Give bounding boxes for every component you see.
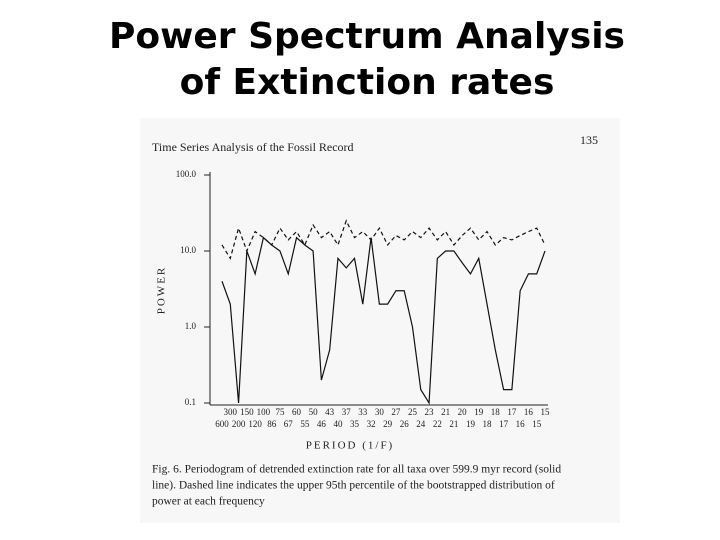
slide-title: of Extinction rates [180, 62, 555, 103]
scan-background [140, 118, 620, 523]
x-tick-label: 100 [257, 407, 271, 417]
x-tick-label: 75 [275, 407, 285, 417]
x-tick-label: 15 [541, 407, 551, 417]
chart-title: Time Series Analysis of the Fossil Recor… [152, 140, 354, 154]
x-tick-label: 21 [441, 407, 450, 417]
x-tick-label: 67 [284, 419, 294, 429]
x-tick-label: 24 [416, 419, 426, 429]
x-tick-label: 150 [240, 407, 254, 417]
x-tick-label: 25 [408, 407, 418, 417]
x-tick-label: 40 [333, 419, 343, 429]
x-axis-label: PERIOD (1/F) [306, 440, 394, 452]
x-tick-label: 18 [483, 419, 493, 429]
x-tick-label: 30 [375, 407, 385, 417]
x-tick-label: 26 [400, 419, 410, 429]
y-tick-label: 1.0 [185, 321, 197, 331]
x-tick-label: 200 [232, 419, 246, 429]
x-tick-label: 20 [458, 407, 468, 417]
x-tick-label: 55 [300, 419, 310, 429]
series-line [221, 219, 546, 260]
x-tick-label: 16 [516, 419, 526, 429]
series-line [221, 236, 546, 405]
x-tick-label: 27 [391, 407, 401, 417]
x-tick-label: 23 [425, 407, 435, 417]
x-tick-label: 15 [532, 419, 542, 429]
x-tick-label: 19 [466, 419, 476, 429]
x-tick-label: 16 [524, 407, 534, 417]
slide-title: Power Spectrum Analysis [109, 16, 625, 57]
x-tick-label: 43 [325, 407, 335, 417]
x-tick-label: 19 [474, 407, 484, 417]
x-tick-label: 33 [358, 407, 368, 417]
y-tick-label: 0.1 [185, 397, 196, 407]
caption-line: power at each frequency [152, 496, 265, 508]
page-number: 135 [580, 133, 598, 147]
x-tick-label: 17 [499, 419, 509, 429]
y-tick-label: 100.0 [176, 169, 197, 179]
x-tick-label: 46 [317, 419, 327, 429]
y-axis-label: POWER [156, 266, 168, 315]
x-tick-label: 18 [491, 407, 501, 417]
x-tick-label: 29 [383, 419, 393, 429]
y-tick-label: 10.0 [180, 245, 196, 255]
x-tick-label: 17 [507, 407, 517, 417]
x-tick-label: 32 [367, 419, 376, 429]
x-tick-label: 86 [267, 419, 277, 429]
x-tick-label: 300 [224, 407, 238, 417]
x-tick-label: 22 [433, 419, 442, 429]
x-tick-label: 60 [292, 407, 302, 417]
x-tick-label: 600 [215, 419, 229, 429]
x-tick-label: 120 [248, 419, 262, 429]
x-tick-label: 37 [342, 407, 352, 417]
x-tick-label: 35 [350, 419, 360, 429]
x-tick-label: 50 [309, 407, 319, 417]
caption-line: line). Dashed line indicates the upper 9… [152, 480, 555, 492]
caption-line: Fig. 6. Periodogram of detrended extinct… [152, 464, 561, 476]
x-tick-label: 21 [449, 419, 458, 429]
